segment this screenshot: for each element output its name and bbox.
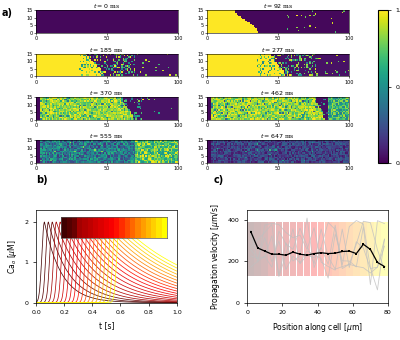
- Text: c): c): [214, 175, 224, 185]
- Y-axis label: Ca$_o$ [$\mu$M]: Ca$_o$ [$\mu$M]: [6, 239, 19, 274]
- Bar: [297, 222, 303, 276]
- Bar: [381, 222, 388, 276]
- Bar: [247, 222, 254, 276]
- Bar: [374, 222, 381, 276]
- Title: $t = 462$ ms: $t = 462$ ms: [260, 89, 295, 97]
- X-axis label: t [s]: t [s]: [99, 321, 114, 330]
- Title: $t = 647$ ms: $t = 647$ ms: [260, 132, 295, 140]
- Bar: [254, 222, 261, 276]
- Bar: [360, 222, 367, 276]
- Title: $t = 185$ ms: $t = 185$ ms: [90, 46, 124, 53]
- Text: a): a): [2, 8, 13, 18]
- Bar: [282, 222, 289, 276]
- Bar: [268, 222, 275, 276]
- Bar: [332, 222, 338, 276]
- Title: $t = 370$ ms: $t = 370$ ms: [90, 89, 124, 97]
- Bar: [262, 222, 268, 276]
- Bar: [346, 222, 353, 276]
- X-axis label: Position along cell [$\mu$m]: Position along cell [$\mu$m]: [272, 321, 363, 334]
- Title: $t = 92$ ms: $t = 92$ ms: [262, 2, 293, 10]
- Bar: [325, 222, 332, 276]
- Bar: [353, 222, 360, 276]
- Bar: [339, 222, 346, 276]
- Title: $t = 555$ ms: $t = 555$ ms: [90, 132, 124, 140]
- Bar: [318, 222, 324, 276]
- Title: $t = 0$ ms: $t = 0$ ms: [94, 2, 120, 10]
- Bar: [290, 222, 296, 276]
- Bar: [367, 222, 374, 276]
- Bar: [311, 222, 318, 276]
- Text: b): b): [36, 175, 48, 185]
- Bar: [304, 222, 310, 276]
- Y-axis label: Propagation velocity [$\mu$m/s]: Propagation velocity [$\mu$m/s]: [209, 203, 222, 310]
- Bar: [276, 222, 282, 276]
- Title: $t = 277$ ms: $t = 277$ ms: [260, 46, 295, 53]
